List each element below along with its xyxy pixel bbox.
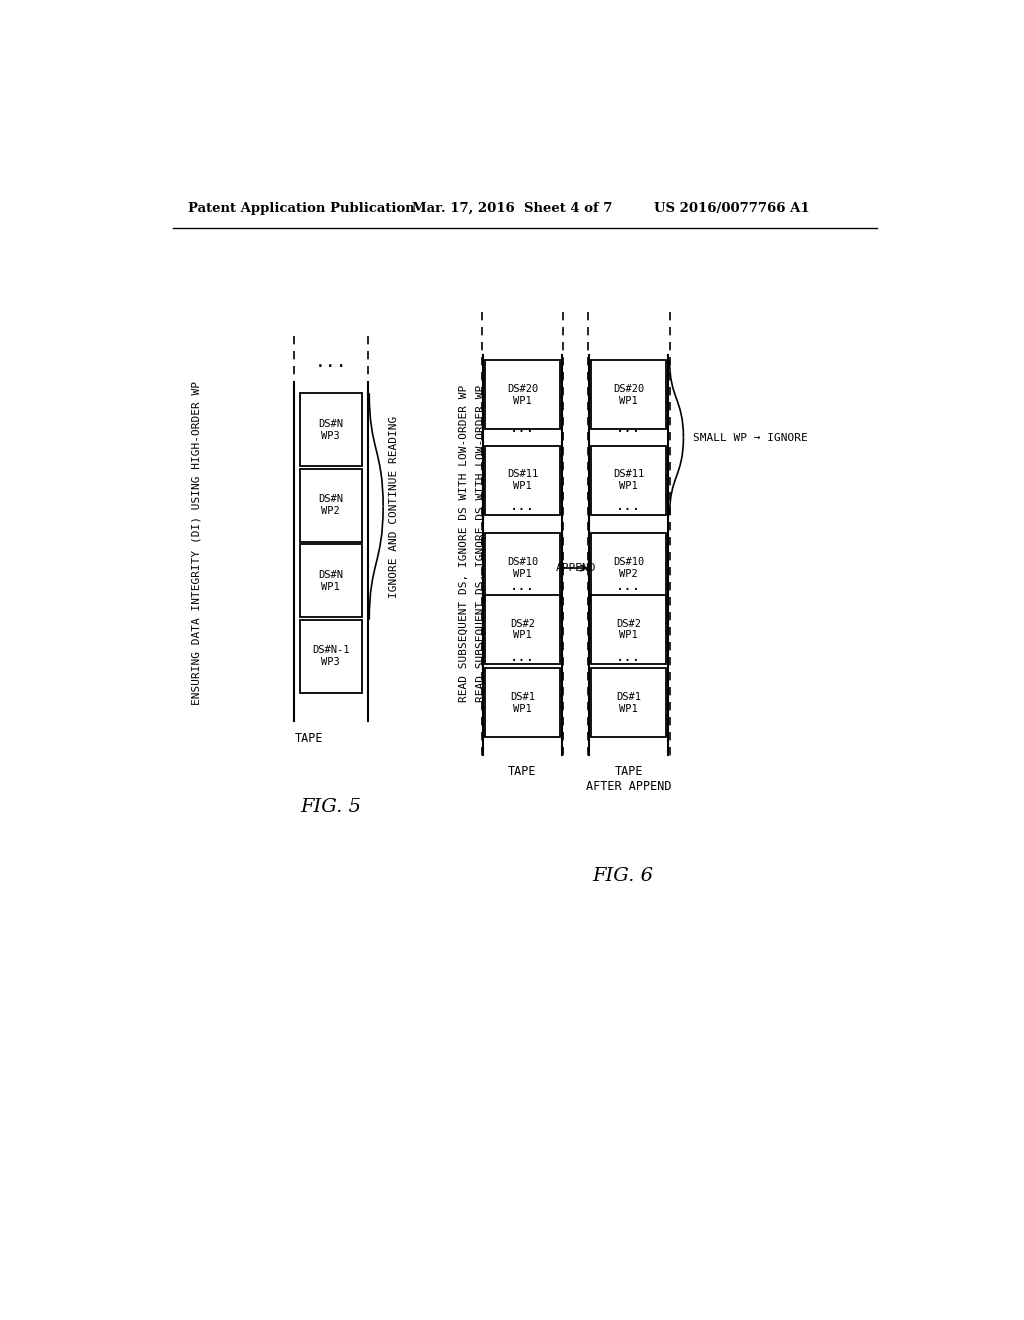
Text: SMALL WP → IGNORE: SMALL WP → IGNORE (692, 433, 807, 442)
Text: DS#N
WP1: DS#N WP1 (318, 570, 343, 591)
Bar (591, 595, 667, 664)
Text: DS#11
WP1: DS#11 WP1 (507, 470, 539, 491)
Text: TAPE
AFTER APPEND: TAPE AFTER APPEND (586, 766, 672, 793)
Text: DS#11
WP1: DS#11 WP1 (613, 470, 644, 491)
Text: ...: ... (616, 651, 641, 664)
Text: ...: ... (510, 578, 536, 593)
Text: DS#2
WP1: DS#2 WP1 (616, 619, 641, 640)
Text: ...: ... (616, 421, 641, 434)
Bar (484, 595, 560, 664)
Bar (300, 544, 361, 618)
Bar (591, 446, 667, 515)
Bar (484, 668, 560, 738)
Bar (591, 533, 667, 603)
Text: DS#N-1
WP3: DS#N-1 WP3 (312, 645, 349, 667)
Text: IGNORE AND CONTINUE READING: IGNORE AND CONTINUE READING (389, 416, 399, 598)
Text: ...: ... (616, 578, 641, 593)
Text: ...: ... (314, 354, 347, 371)
Text: DS#2
WP1: DS#2 WP1 (510, 619, 535, 640)
Bar (484, 446, 560, 515)
Text: Mar. 17, 2016  Sheet 4 of 7: Mar. 17, 2016 Sheet 4 of 7 (412, 202, 612, 215)
Text: DS#1
WP1: DS#1 WP1 (510, 692, 535, 714)
Text: ...: ... (510, 651, 536, 664)
Text: ...: ... (616, 499, 641, 513)
Text: DS#10
WP2: DS#10 WP2 (613, 557, 644, 579)
Text: DS#20
WP1: DS#20 WP1 (507, 384, 539, 405)
Text: TAPE: TAPE (295, 733, 324, 744)
Text: US 2016/0077766 A1: US 2016/0077766 A1 (654, 202, 810, 215)
Text: DS#N
WP2: DS#N WP2 (318, 495, 343, 516)
Text: ENSURING DATA INTEGRITY (DI) USING HIGH-ORDER WP: ENSURING DATA INTEGRITY (DI) USING HIGH-… (191, 381, 201, 705)
Text: TAPE: TAPE (508, 766, 537, 779)
Text: ...: ... (510, 421, 536, 434)
Text: DS#N
WP3: DS#N WP3 (318, 418, 343, 441)
Text: DS#10
WP1: DS#10 WP1 (507, 557, 539, 579)
Bar (591, 360, 667, 429)
Text: APPEND: APPEND (555, 564, 596, 573)
Text: Patent Application Publication: Patent Application Publication (188, 202, 415, 215)
Bar (591, 668, 667, 738)
Bar (484, 533, 560, 603)
Text: READ SUBSEQUENT DS, IGNORE DS WITH LOW-ORDER WP: READ SUBSEQUENT DS, IGNORE DS WITH LOW-O… (476, 384, 486, 702)
Text: ...: ... (510, 499, 536, 513)
Text: DS#1
WP1: DS#1 WP1 (616, 692, 641, 714)
Text: FIG. 5: FIG. 5 (300, 797, 361, 816)
Text: FIG. 6: FIG. 6 (593, 867, 653, 884)
Bar (300, 619, 361, 693)
Text: DS#20
WP1: DS#20 WP1 (613, 384, 644, 405)
Bar (484, 360, 560, 429)
Bar (300, 469, 361, 543)
Text: READ SUBSEQUENT DS, IGNORE DS WITH LOW-ORDER WP: READ SUBSEQUENT DS, IGNORE DS WITH LOW-O… (459, 384, 469, 702)
Bar (300, 393, 361, 466)
